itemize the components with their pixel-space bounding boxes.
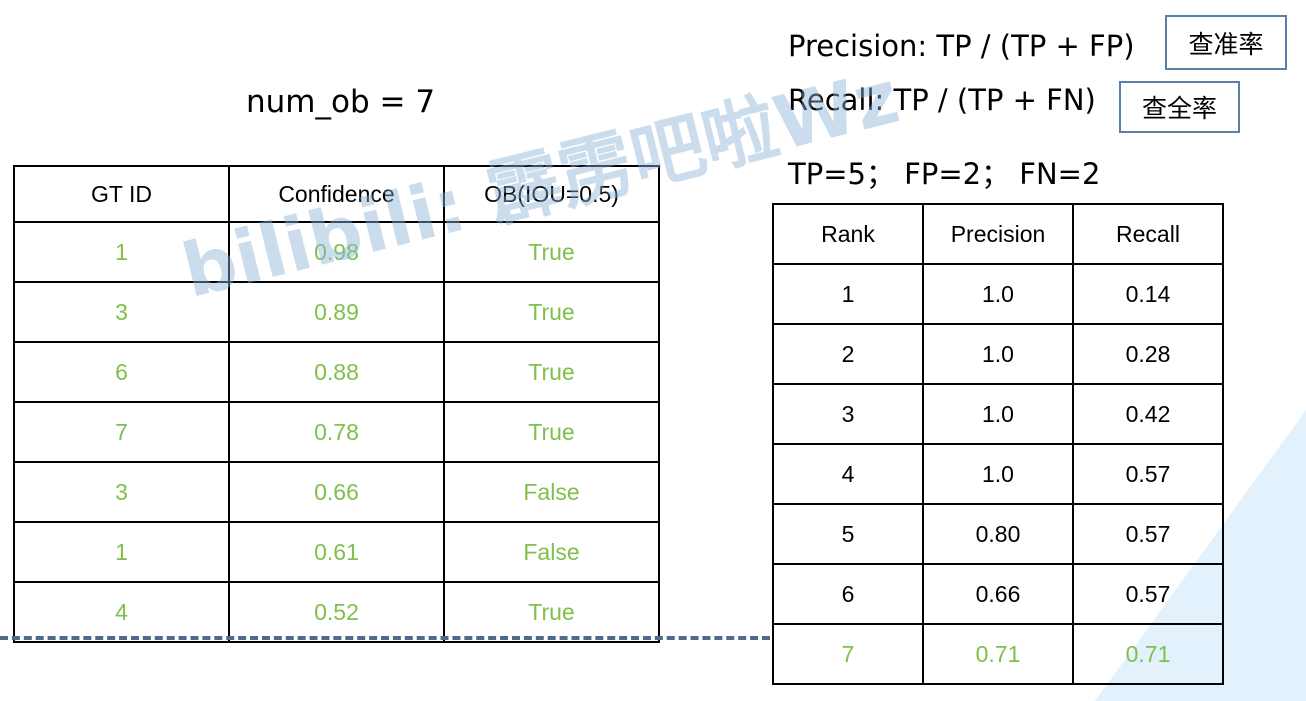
cell-recall: 0.57	[1072, 563, 1224, 625]
table-row-highlighted: 7 0.71 0.71	[772, 623, 1224, 685]
cell-ob: True	[443, 581, 660, 643]
cell-ob: True	[443, 401, 660, 463]
cell-recall: 0.28	[1072, 323, 1224, 385]
table-header-row: GT ID Confidence OB(IOU=0.5)	[13, 165, 660, 223]
detections-table: GT ID Confidence OB(IOU=0.5) 1 0.98 True…	[13, 165, 660, 643]
cell-precision: 0.80	[922, 503, 1074, 565]
cell-precision: 1.0	[922, 443, 1074, 505]
cell-rank: 6	[772, 563, 924, 625]
cell-confidence: 0.89	[228, 281, 445, 343]
header-recall: Recall	[1072, 203, 1224, 265]
cell-recall: 0.71	[1072, 623, 1224, 685]
cell-confidence: 0.98	[228, 221, 445, 283]
cell-gt-id: 1	[13, 221, 230, 283]
header-rank: Rank	[772, 203, 924, 265]
cell-ob: True	[443, 341, 660, 403]
num-ob-label: num_ob = 7	[246, 84, 436, 120]
cell-ob: True	[443, 221, 660, 283]
header-gt-id: GT ID	[13, 165, 230, 223]
cell-confidence: 0.88	[228, 341, 445, 403]
header-confidence: Confidence	[228, 165, 445, 223]
cell-gt-id: 6	[13, 341, 230, 403]
table-row: 3 0.66 False	[13, 461, 660, 523]
cell-rank: 4	[772, 443, 924, 505]
cell-precision: 0.66	[922, 563, 1074, 625]
cell-recall: 0.42	[1072, 383, 1224, 445]
header-ob: OB(IOU=0.5)	[443, 165, 660, 223]
cell-recall: 0.57	[1072, 443, 1224, 505]
cell-precision: 1.0	[922, 263, 1074, 325]
table-row: 3 0.89 True	[13, 281, 660, 343]
precision-recall-table: Rank Precision Recall 1 1.0 0.14 2 1.0 0…	[772, 203, 1224, 685]
cell-rank: 3	[772, 383, 924, 445]
cell-gt-id: 3	[13, 281, 230, 343]
table-row: 5 0.80 0.57	[772, 503, 1224, 565]
precision-cn-label: 查准率	[1165, 15, 1287, 70]
table-row: 3 1.0 0.42	[772, 383, 1224, 445]
table-row: 4 0.52 True	[13, 581, 660, 643]
recall-formula: Recall: TP / (TP + FN)	[788, 83, 1096, 117]
cell-rank: 2	[772, 323, 924, 385]
cell-precision: 0.71	[922, 623, 1074, 685]
cell-ob: False	[443, 521, 660, 583]
cell-confidence: 0.78	[228, 401, 445, 463]
table-row: 6 0.88 True	[13, 341, 660, 403]
cell-gt-id: 1	[13, 521, 230, 583]
cell-confidence: 0.61	[228, 521, 445, 583]
table-row: 6 0.66 0.57	[772, 563, 1224, 625]
cell-precision: 1.0	[922, 383, 1074, 445]
cell-rank: 5	[772, 503, 924, 565]
table-header-row: Rank Precision Recall	[772, 203, 1224, 265]
table-row: 4 1.0 0.57	[772, 443, 1224, 505]
cell-gt-id: 3	[13, 461, 230, 523]
cell-recall: 0.14	[1072, 263, 1224, 325]
cell-gt-id: 4	[13, 581, 230, 643]
table-row: 1 1.0 0.14	[772, 263, 1224, 325]
header-precision: Precision	[922, 203, 1074, 265]
table-row: 1 0.61 False	[13, 521, 660, 583]
cell-precision: 1.0	[922, 323, 1074, 385]
cell-confidence: 0.52	[228, 581, 445, 643]
recall-cn-label: 查全率	[1119, 81, 1240, 133]
cell-gt-id: 7	[13, 401, 230, 463]
dashed-threshold-line	[0, 636, 770, 640]
precision-formula: Precision: TP / (TP + FP)	[788, 29, 1135, 63]
cell-recall: 0.57	[1072, 503, 1224, 565]
cell-rank: 7	[772, 623, 924, 685]
cell-ob: True	[443, 281, 660, 343]
cell-rank: 1	[772, 263, 924, 325]
cell-ob: False	[443, 461, 660, 523]
tp-fp-fn-counts: TP=5； FP=2； FN=2	[788, 157, 1101, 191]
table-row: 7 0.78 True	[13, 401, 660, 463]
table-row: 2 1.0 0.28	[772, 323, 1224, 385]
table-row: 1 0.98 True	[13, 221, 660, 283]
cell-confidence: 0.66	[228, 461, 445, 523]
